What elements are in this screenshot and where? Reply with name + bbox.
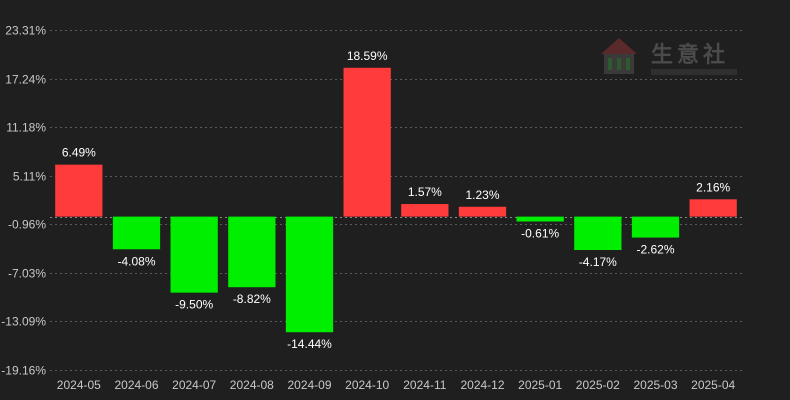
x-tick-label: 2024-08 <box>230 378 274 392</box>
bar-value-label: -8.82% <box>233 292 271 306</box>
bar-value-label: -4.08% <box>117 254 155 268</box>
bar-value-label: 2.16% <box>696 180 730 194</box>
x-tick-label: 2025-01 <box>518 378 562 392</box>
bar-value-label: 1.23% <box>465 188 499 202</box>
bar <box>343 67 391 217</box>
bar-value-label: -0.61% <box>521 226 559 240</box>
x-tick-label: 2025-04 <box>691 378 735 392</box>
x-tick-label: 2024-05 <box>57 378 101 392</box>
x-tick-label: 2024-09 <box>287 378 331 392</box>
y-tick-label: 17.24% <box>5 73 46 87</box>
bar <box>401 204 449 217</box>
x-tick-label: 2024-12 <box>460 378 504 392</box>
y-tick-label: -13.09% <box>1 315 46 329</box>
bar-value-label: 1.57% <box>408 185 442 199</box>
bar-value-label: 6.49% <box>62 146 96 160</box>
y-tick-label: -19.16% <box>1 364 46 378</box>
bar <box>574 216 622 250</box>
grid-layer <box>50 30 742 371</box>
bar <box>170 216 218 293</box>
y-tick-label: 23.31% <box>5 24 46 38</box>
bar <box>689 199 737 217</box>
y-tick-label: 5.11% <box>13 170 46 184</box>
bar <box>228 216 276 288</box>
y-axis: 23.31% 17.24% 11.18% 5.11% -0.96% -7.03% -13.0… <box>1 24 46 378</box>
bar-value-label: -14.44% <box>287 337 332 351</box>
x-tick-label: 2024-06 <box>114 378 158 392</box>
watermark-subline <box>651 69 737 75</box>
bar <box>458 206 507 217</box>
watermark-brand: 生意社 <box>651 42 729 68</box>
bar-value-label: -2.62% <box>636 243 674 257</box>
bar <box>55 164 103 217</box>
bars-layer <box>55 67 737 333</box>
x-tick-label: 2024-07 <box>172 378 216 392</box>
bar-value-label: -4.17% <box>579 255 617 269</box>
bar <box>516 216 564 222</box>
bar <box>112 216 161 250</box>
watermark: 生意社 <box>601 38 737 75</box>
data-labels-layer: 6.49% -4.08% -9.50% -8.82% -14.44% 18.59% 1.57… <box>62 49 731 351</box>
bar <box>285 216 334 333</box>
x-tick-label: 2025-03 <box>633 378 677 392</box>
y-tick-label: 11.18% <box>6 121 46 135</box>
x-tick-label: 2024-11 <box>403 378 446 392</box>
y-tick-label: -7.03% <box>8 267 46 281</box>
x-tick-label: 2025-02 <box>576 378 620 392</box>
x-tick-label: 2024-10 <box>345 378 389 392</box>
y-tick-label: -0.96% <box>8 218 46 232</box>
x-axis: 2024-05 2024-06 2024-07 2024-08 2024-09 2024-… <box>57 378 736 392</box>
bar <box>631 216 680 238</box>
bar-value-label: -9.50% <box>175 298 213 312</box>
watermark-logo-icon <box>601 38 637 74</box>
bar-value-label: 18.59% <box>347 49 388 63</box>
